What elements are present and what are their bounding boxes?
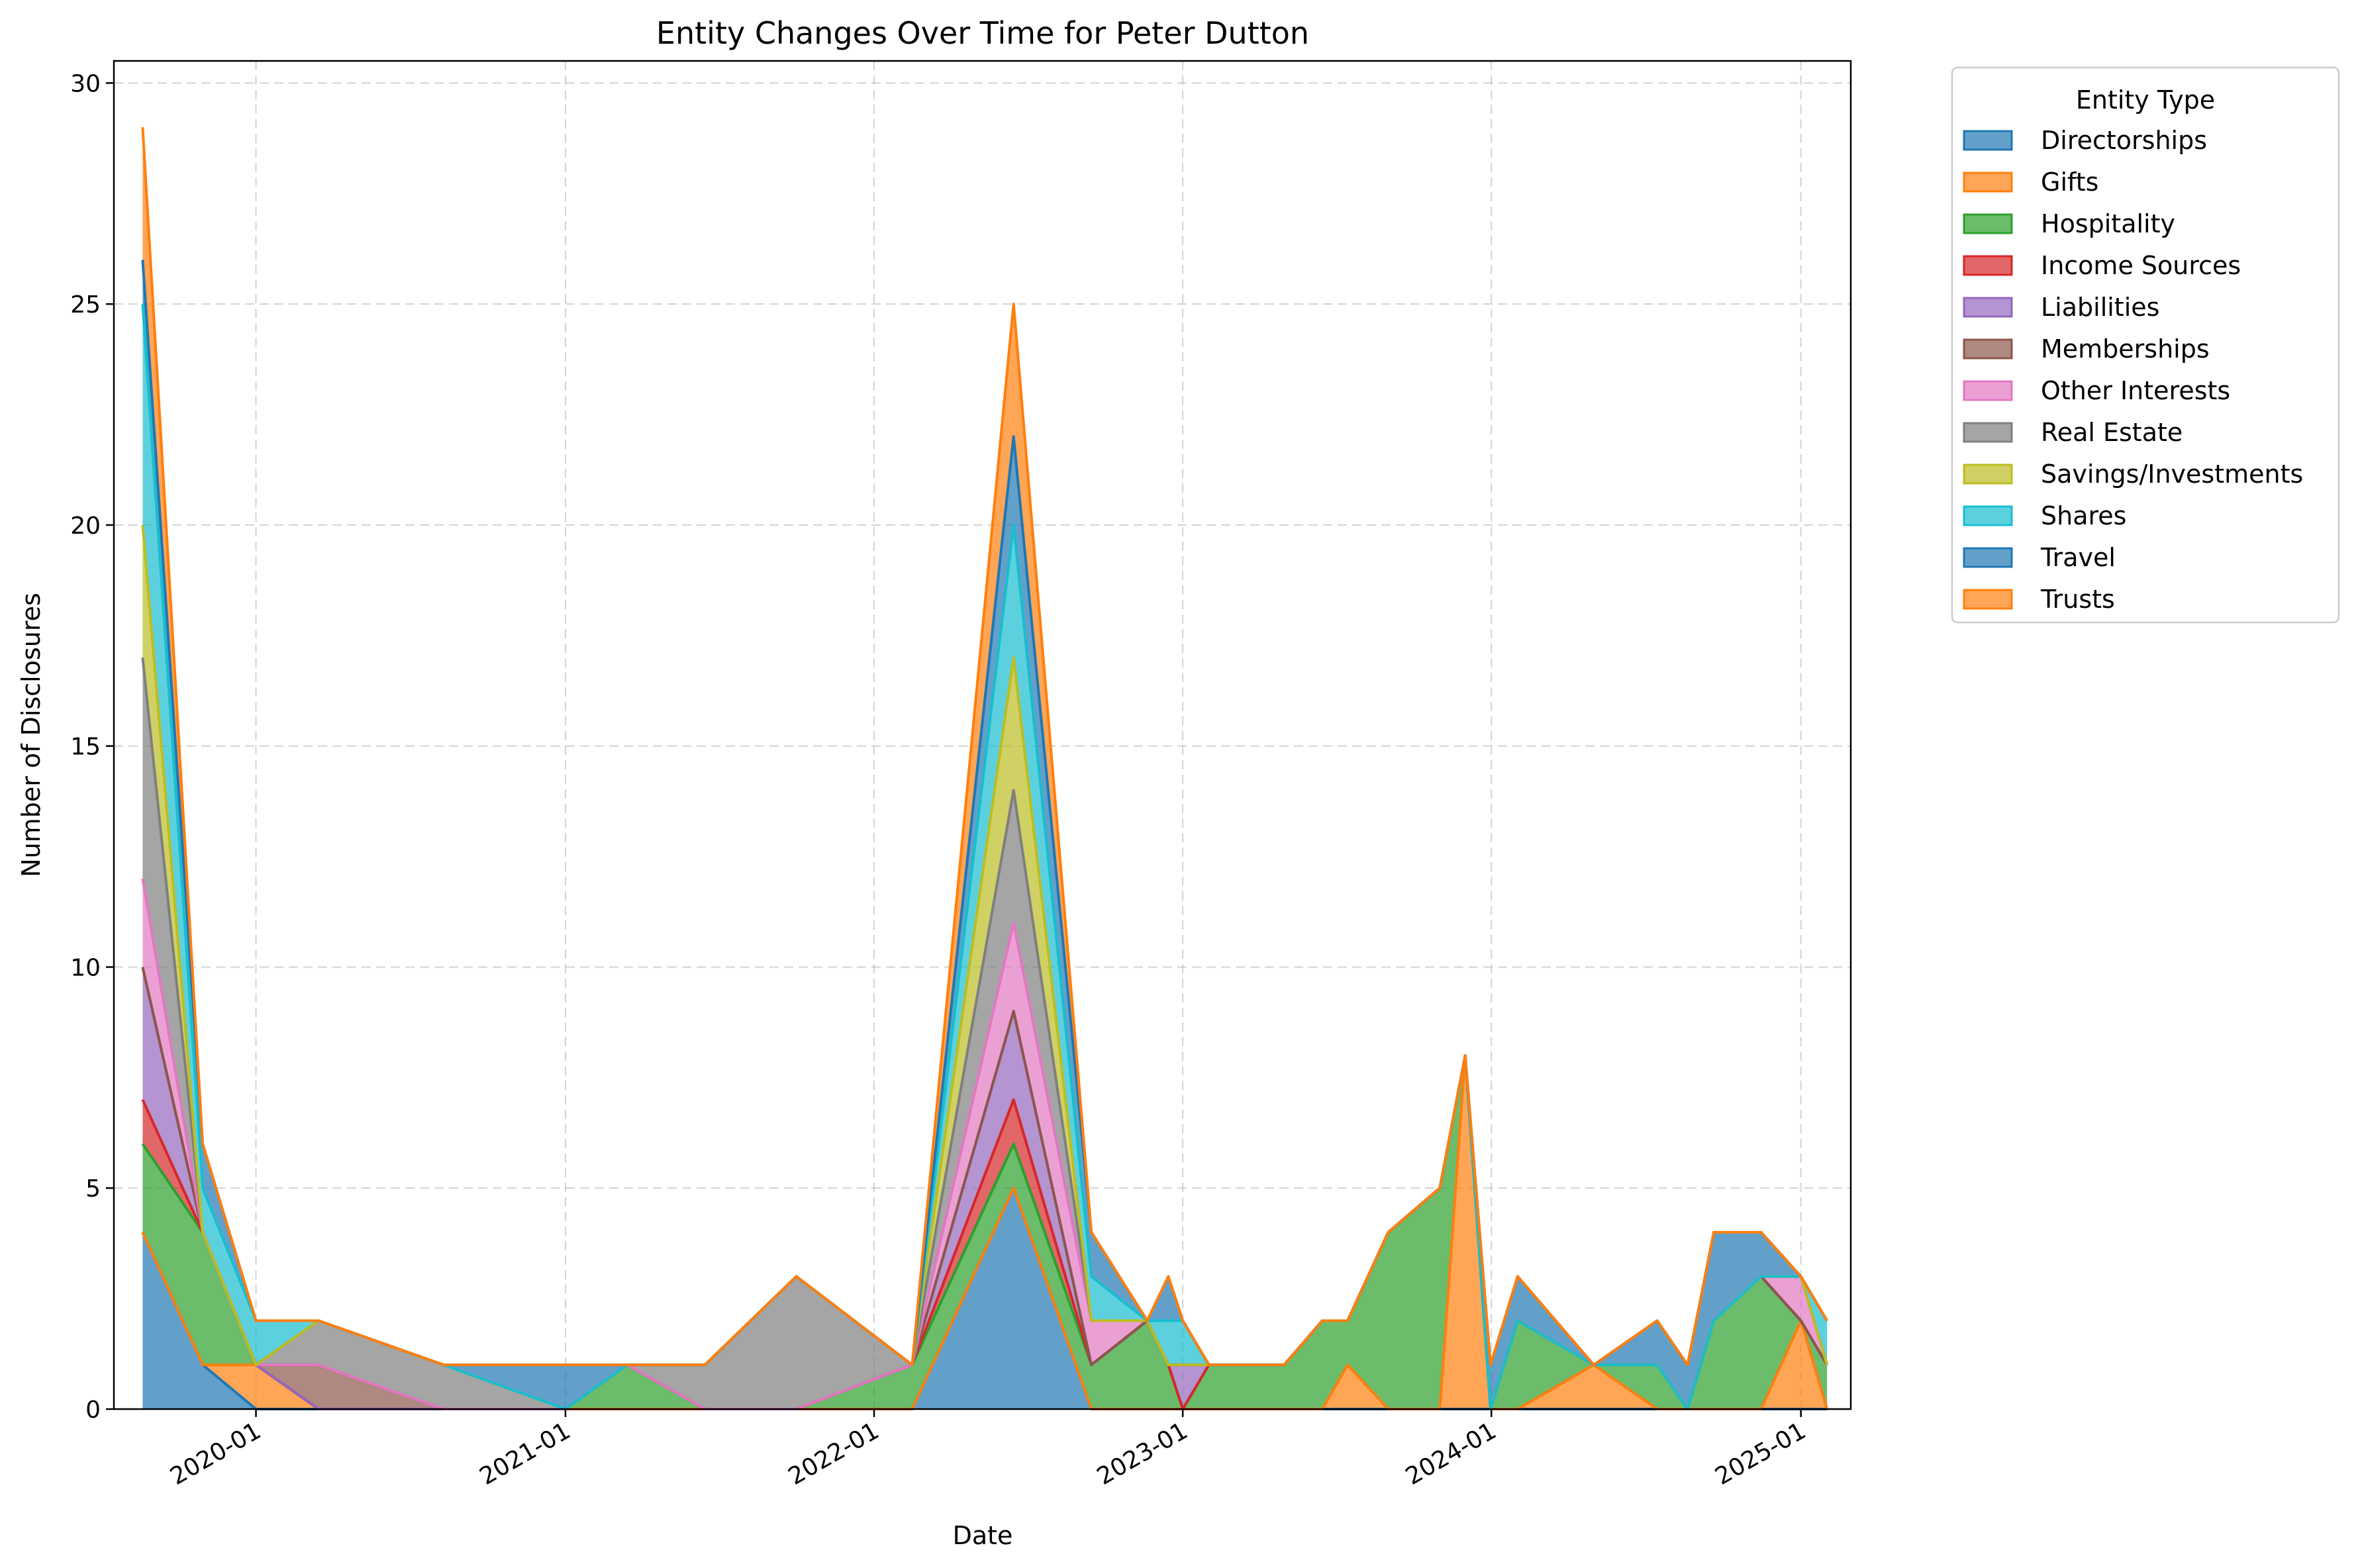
plot-frame [113,60,1852,1410]
legend-label-gifts: Gifts [2041,168,2098,197]
y-tick-label: 10 [70,954,101,981]
legend-frame [1951,66,2340,624]
y-axis-ticks: 0 5 10 15 20 25 30 [70,70,114,1424]
legend-label-savings-investments: Savings/Investments [2041,460,2303,489]
legend-label-hospitality: Hospitality [2041,209,2175,238]
legend-label-liabilities: Liabilities [2041,293,2159,322]
area-hospitality [142,1055,1828,1409]
area-real-estate [142,658,1828,1410]
legend-label-real-estate: Real Estate [2041,418,2183,447]
legend-label-other-interests: Other Interests [2041,376,2230,405]
area-directorships [142,1188,1828,1409]
legend-swatch-travel [1963,547,2013,568]
line-trusts [141,126,1828,1367]
x-axis-label: Date [953,1521,1013,1550]
y-tick-label: 5 [85,1175,101,1202]
legend-label-travel: Travel [2040,543,2116,572]
legend-label-shares: Shares [2041,501,2126,530]
legend-label-trusts: Trusts [2040,585,2115,614]
legend-swatch-shares [1963,505,2013,526]
y-tick-label: 20 [70,513,101,540]
legend-title: Entity Type [2076,85,2215,115]
y-tick-label: 30 [70,70,101,97]
y-tick-label: 15 [70,734,101,761]
legend-items: Directorships Gifts Hospitality Income Sour… [1963,126,2303,614]
legend-swatch-savings-investments [1963,464,2013,485]
legend: Entity Type Directorships Gifts Hospitalit… [1951,66,2340,624]
legend-label-memberships: Memberships [2041,334,2210,364]
legend-label-income-sources: Income Sources [2041,251,2241,280]
legend-swatch-real-estate [1963,422,2013,443]
y-tick-label: 0 [85,1396,101,1424]
legend-swatch-income-sources [1963,255,2013,276]
legend-swatch-directorships [1963,130,2013,151]
legend-label-directorships: Directorships [2041,126,2207,155]
y-tick-label: 25 [70,291,101,318]
chart-title: Entity Changes Over Time for Peter Dutto… [656,15,1309,51]
legend-swatch-hospitality [1963,213,2013,234]
y-axis-label: Number of Disclosures [17,593,46,877]
legend-swatch-other-interests [1963,380,2013,401]
legend-swatch-liabilities [1963,297,2013,318]
legend-swatch-memberships [1963,338,2013,360]
legend-swatch-gifts [1963,172,2013,193]
legend-swatch-trusts [1963,589,2013,610]
